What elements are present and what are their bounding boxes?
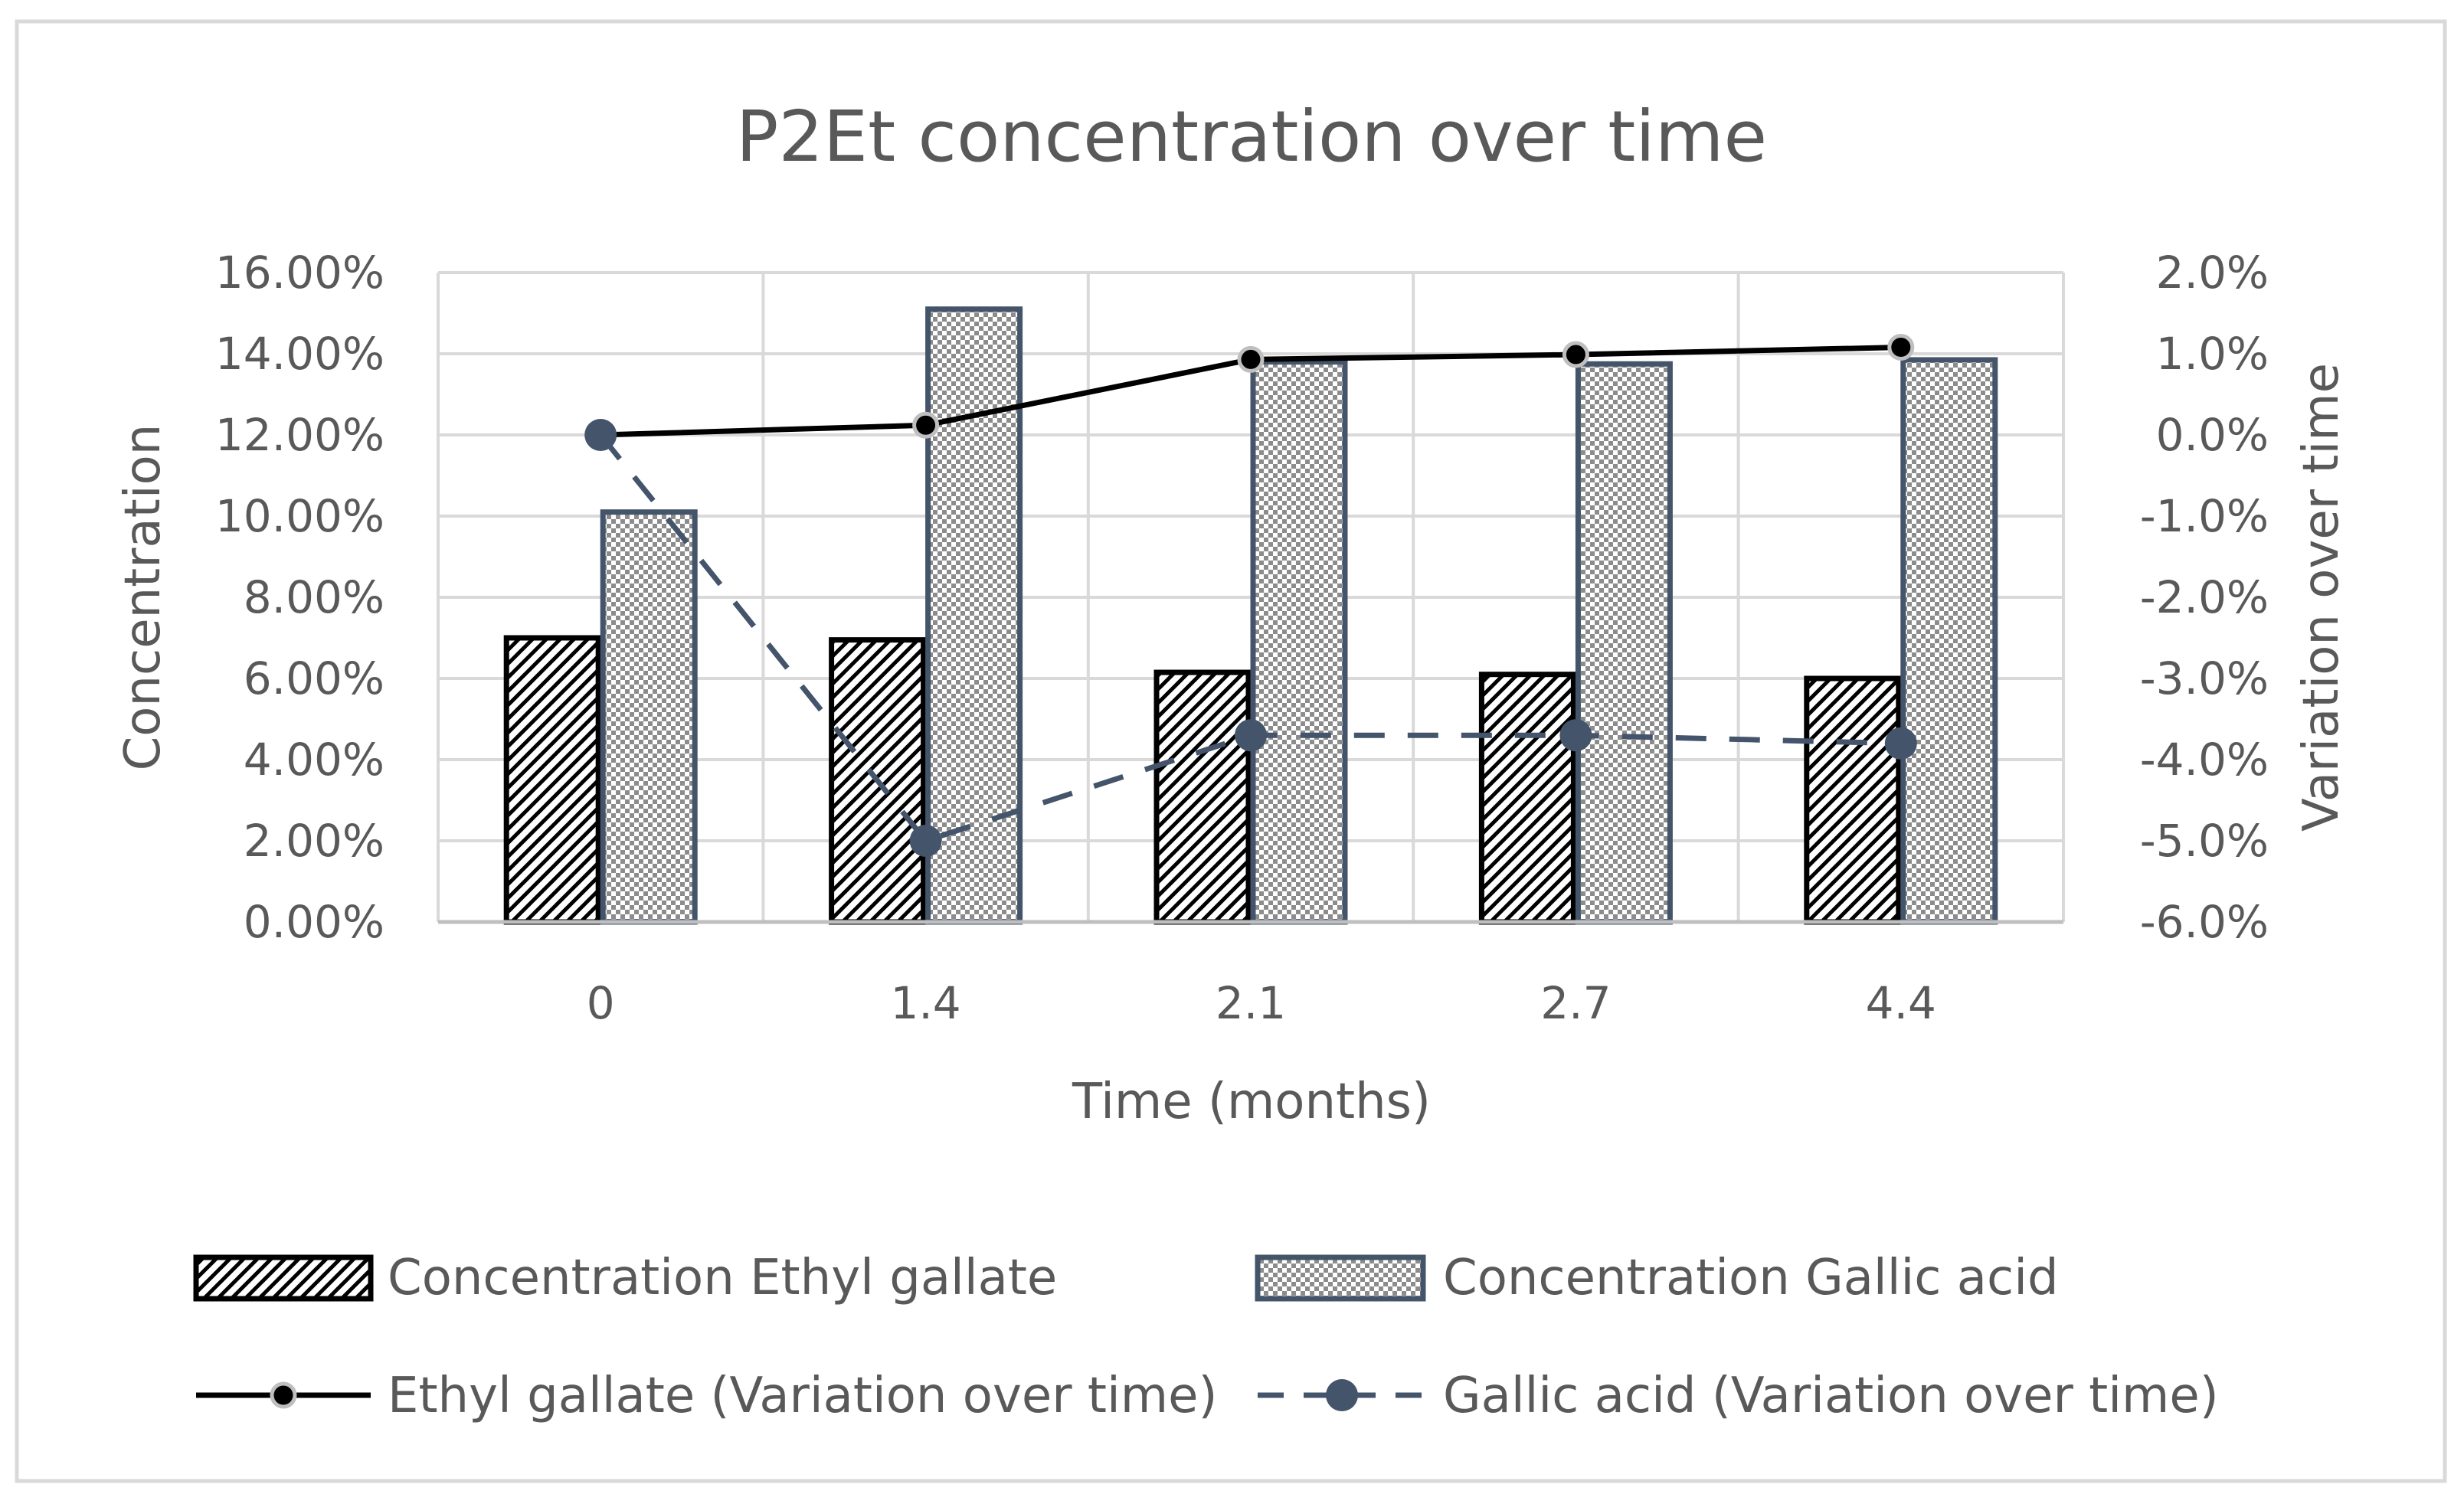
- y2-tick-label: 1.0%: [2156, 328, 2269, 380]
- y2-tick-label: -2.0%: [2140, 571, 2269, 623]
- legend-item-ethyl-gallate-variation: Ethyl gallate (Variation over time): [196, 1368, 1217, 1424]
- y2-tick-label: -3.0%: [2140, 652, 2269, 704]
- y2-axis-title: Variation over time: [2293, 363, 2350, 832]
- x-axis-title: Time (months): [1072, 1074, 1431, 1130]
- chart-title: P2Et concentration over time: [736, 96, 1767, 178]
- point-gallic-acid-variation: [1884, 727, 1917, 760]
- y2-tick-label: 0.0%: [2156, 409, 2269, 461]
- legend-item-gallic-acid-concentration: Concentration Gallic acid: [1255, 1250, 2059, 1306]
- y-tick-label: 10.00%: [215, 490, 384, 542]
- point-gallic-acid-variation: [1559, 719, 1592, 752]
- bar-gallic-acid-concentration: [600, 509, 698, 925]
- x-tick-label: 1.4: [890, 977, 960, 1029]
- legend-item-gallic-acid-variation: Gallic acid (Variation over time): [1258, 1368, 2219, 1424]
- legend-marker-gallic-acid: [1326, 1379, 1358, 1411]
- legend: Concentration Ethyl gallate Concentratio…: [193, 1250, 2219, 1424]
- point-ethyl-gallate-variation: [1887, 334, 1915, 361]
- bar-ethyl-gallate-concentration: [503, 635, 601, 925]
- legend-swatch-diagonal-hatch: [193, 1254, 374, 1302]
- y-tick-label: 12.00%: [215, 409, 384, 461]
- y-tick-label: 8.00%: [244, 571, 384, 623]
- bar-gallic-acid-concentration: [1900, 357, 1998, 925]
- y-tick-label: 2.00%: [244, 815, 384, 867]
- x-tick-label: 0: [587, 977, 615, 1029]
- bar-gallic-acid-concentration: [1575, 361, 1673, 925]
- y2-tick-label: -6.0%: [2140, 896, 2269, 948]
- y-tick-label: 4.00%: [244, 734, 384, 786]
- legend-label-ethyl-gallate-concentration: Concentration Ethyl gallate: [388, 1250, 1057, 1306]
- y-tick-label: 16.00%: [215, 247, 384, 299]
- bar-gallic-acid-concentration: [925, 306, 1023, 925]
- y-tick-label: 14.00%: [215, 328, 384, 380]
- bar-ethyl-gallate-concentration: [1804, 675, 1902, 925]
- bar-ethyl-gallate-concentration: [1478, 672, 1576, 925]
- x-tick-label: 4.4: [1866, 977, 1936, 1029]
- legend-marker-ethyl-gallate: [270, 1381, 297, 1409]
- bar-gallic-acid-concentration: [1250, 359, 1348, 925]
- point-ethyl-gallate-variation: [912, 411, 940, 439]
- bar-ethyl-gallate-concentration: [1153, 669, 1252, 925]
- y2-tick-label: 2.0%: [2156, 247, 2269, 299]
- x-tick-label: 2.7: [1540, 977, 1611, 1029]
- legend-swatch-checker: [1255, 1254, 1426, 1302]
- point-gallic-acid-variation: [909, 825, 942, 857]
- legend-item-ethyl-gallate-concentration: Concentration Ethyl gallate: [193, 1250, 1057, 1306]
- legend-label-gallic-acid-concentration: Concentration Gallic acid: [1443, 1250, 2059, 1306]
- y-tick-label: 0.00%: [244, 896, 384, 948]
- point-gallic-acid-variation: [584, 419, 617, 451]
- point-ethyl-gallate-variation: [1562, 341, 1589, 368]
- point-gallic-acid-variation: [1235, 719, 1267, 752]
- legend-label-ethyl-gallate-variation: Ethyl gallate (Variation over time): [388, 1368, 1217, 1424]
- y2-tick-label: -4.0%: [2140, 734, 2269, 786]
- y-tick-label: 6.00%: [244, 652, 384, 704]
- legend-label-gallic-acid-variation: Gallic acid (Variation over time): [1443, 1368, 2219, 1424]
- y2-tick-label: -1.0%: [2140, 490, 2269, 542]
- x-tick-label: 2.1: [1216, 977, 1286, 1029]
- y-axis-title: Concentration: [115, 424, 172, 771]
- y2-tick-label: -5.0%: [2140, 815, 2269, 867]
- point-ethyl-gallate-variation: [1237, 345, 1265, 373]
